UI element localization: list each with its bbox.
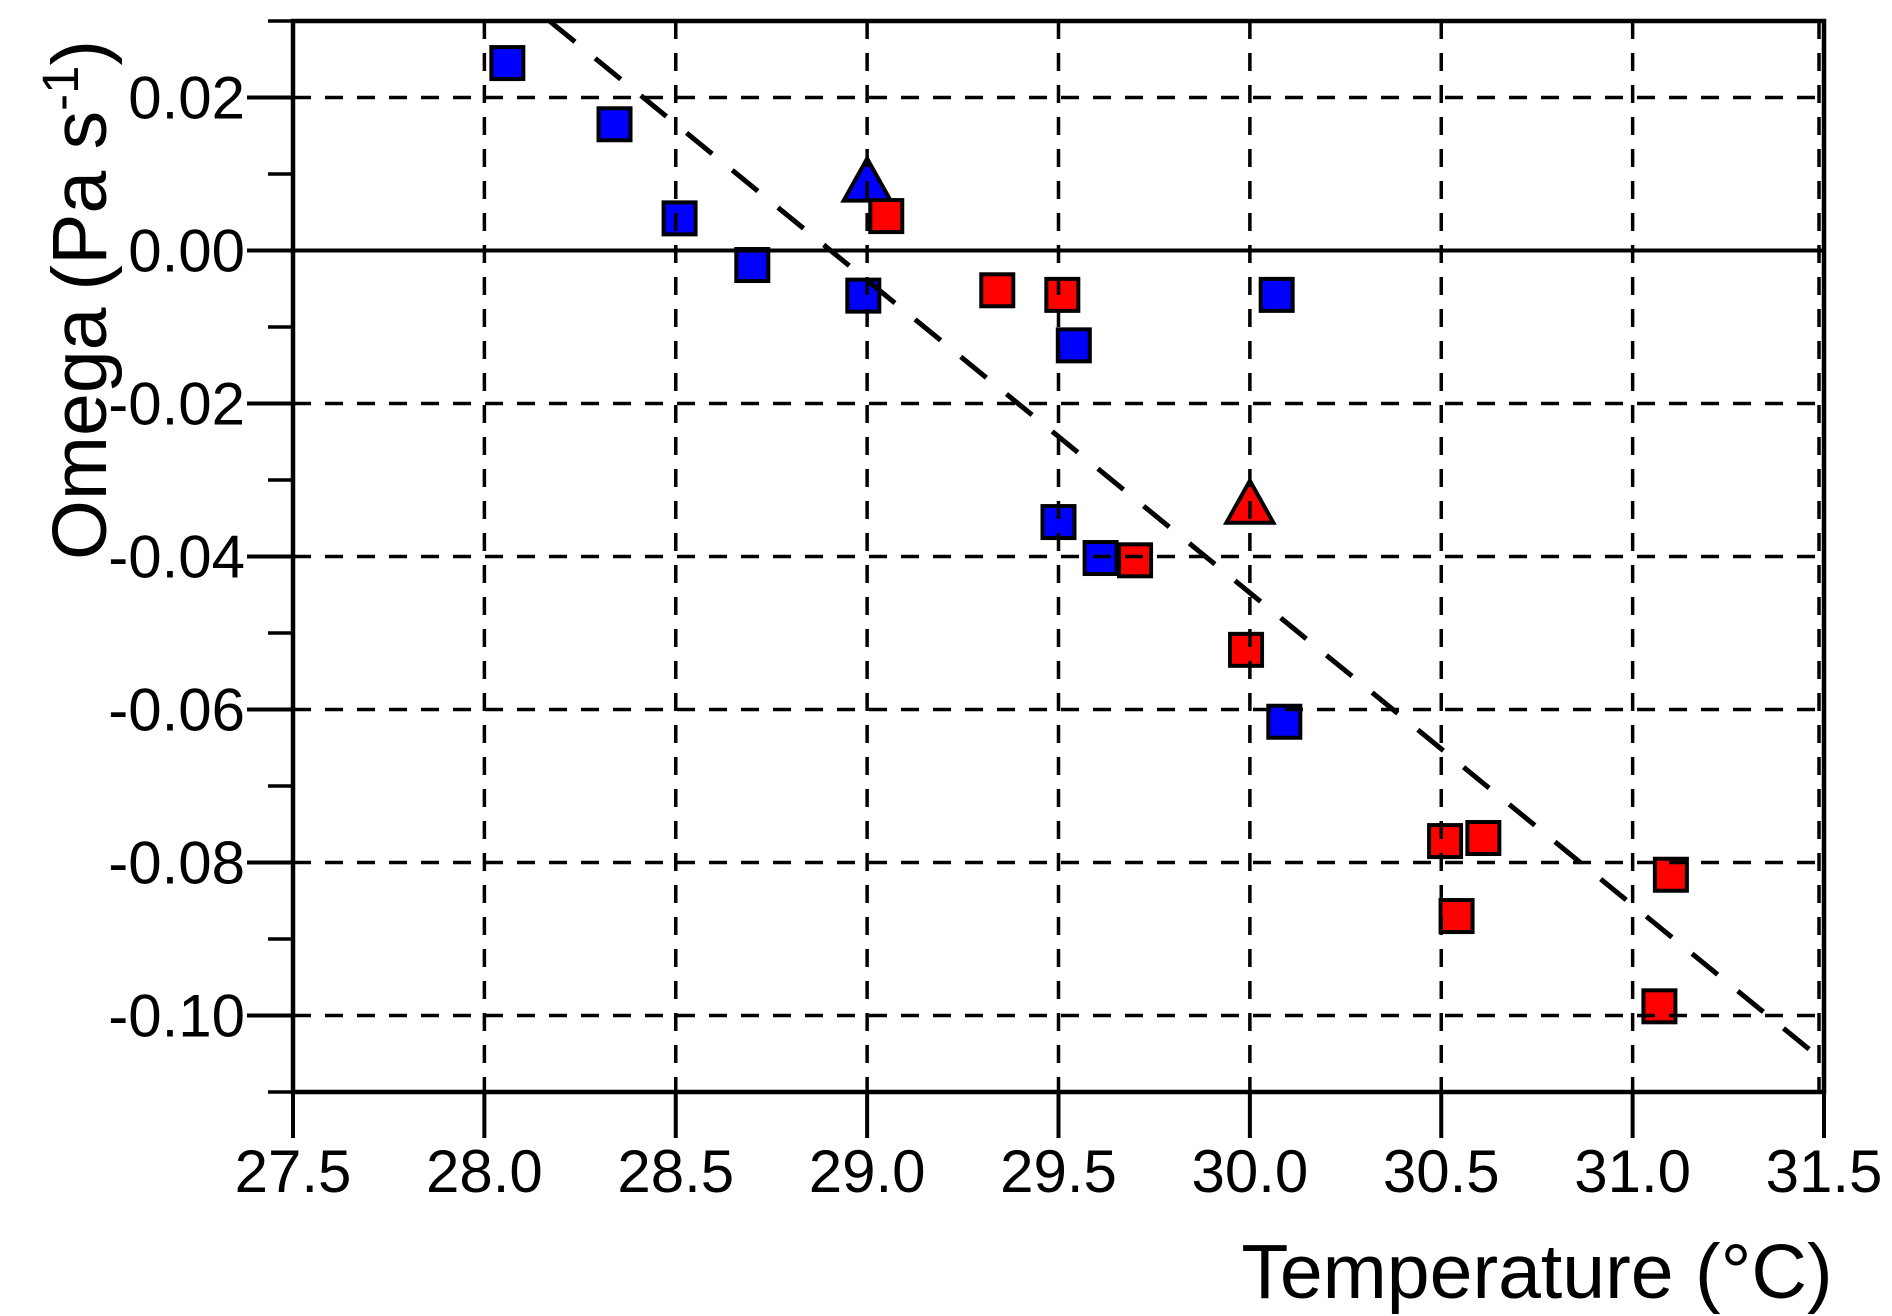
marker-blue-square (1055, 327, 1092, 364)
y-axis-unit-open: (Pa s (37, 110, 123, 291)
marker-red-square (1427, 823, 1464, 860)
marker-blue-triangle (840, 154, 895, 203)
marker-red-square (1465, 820, 1502, 857)
y-axis-title-text: Omega (37, 307, 123, 561)
x-tick-label: 30.0 (1191, 1138, 1308, 1205)
y-axis-unit-superscript: -1 (32, 65, 90, 111)
marker-red-square (1228, 631, 1265, 668)
x-tick-label: 31.5 (1766, 1138, 1883, 1205)
x-tick-label: 28.0 (426, 1138, 543, 1205)
marker-blue-square (1266, 703, 1303, 740)
marker-blue-square (661, 200, 698, 237)
x-tick-label: 29.0 (809, 1138, 926, 1205)
marker-blue-square (734, 247, 771, 284)
x-tick-label: 30.5 (1383, 1138, 1500, 1205)
marker-blue-square (1258, 276, 1295, 313)
y-axis-unit-close: ) (37, 40, 123, 66)
x-axis-title: Temperature (°C) (987, 1227, 1892, 1316)
marker-blue-square (596, 106, 633, 143)
marker-red-square (979, 272, 1016, 309)
plot-frame (290, 18, 1827, 1095)
y-tick-label: -0.06 (108, 677, 245, 744)
y-axis-title: Omega (Pa s-1) (28, 0, 132, 880)
trend-line (547, 19, 1826, 1064)
y-tick-label: -0.10 (108, 983, 245, 1050)
x-tick-label: 28.5 (617, 1138, 734, 1205)
marker-red-square (1044, 276, 1081, 313)
y-tick-label: 0.02 (128, 65, 245, 132)
x-axis-title-text: Temperature (°C) (1241, 1229, 1833, 1315)
y-tick-label: -0.08 (108, 830, 245, 897)
y-tick-label: 0.00 (128, 218, 245, 285)
y-tick-label: -0.04 (108, 524, 245, 591)
x-tick-label: 29.5 (1000, 1138, 1117, 1205)
marker-red-square (1117, 542, 1154, 579)
marker-blue-square (489, 45, 526, 82)
x-tick-label: 27.5 (235, 1138, 352, 1205)
marker-red-square (868, 198, 905, 235)
marker-red-square (1641, 988, 1678, 1025)
marker-red-square (1438, 898, 1475, 935)
y-tick-label: -0.02 (108, 371, 245, 438)
x-tick-label: 31.0 (1574, 1138, 1691, 1205)
